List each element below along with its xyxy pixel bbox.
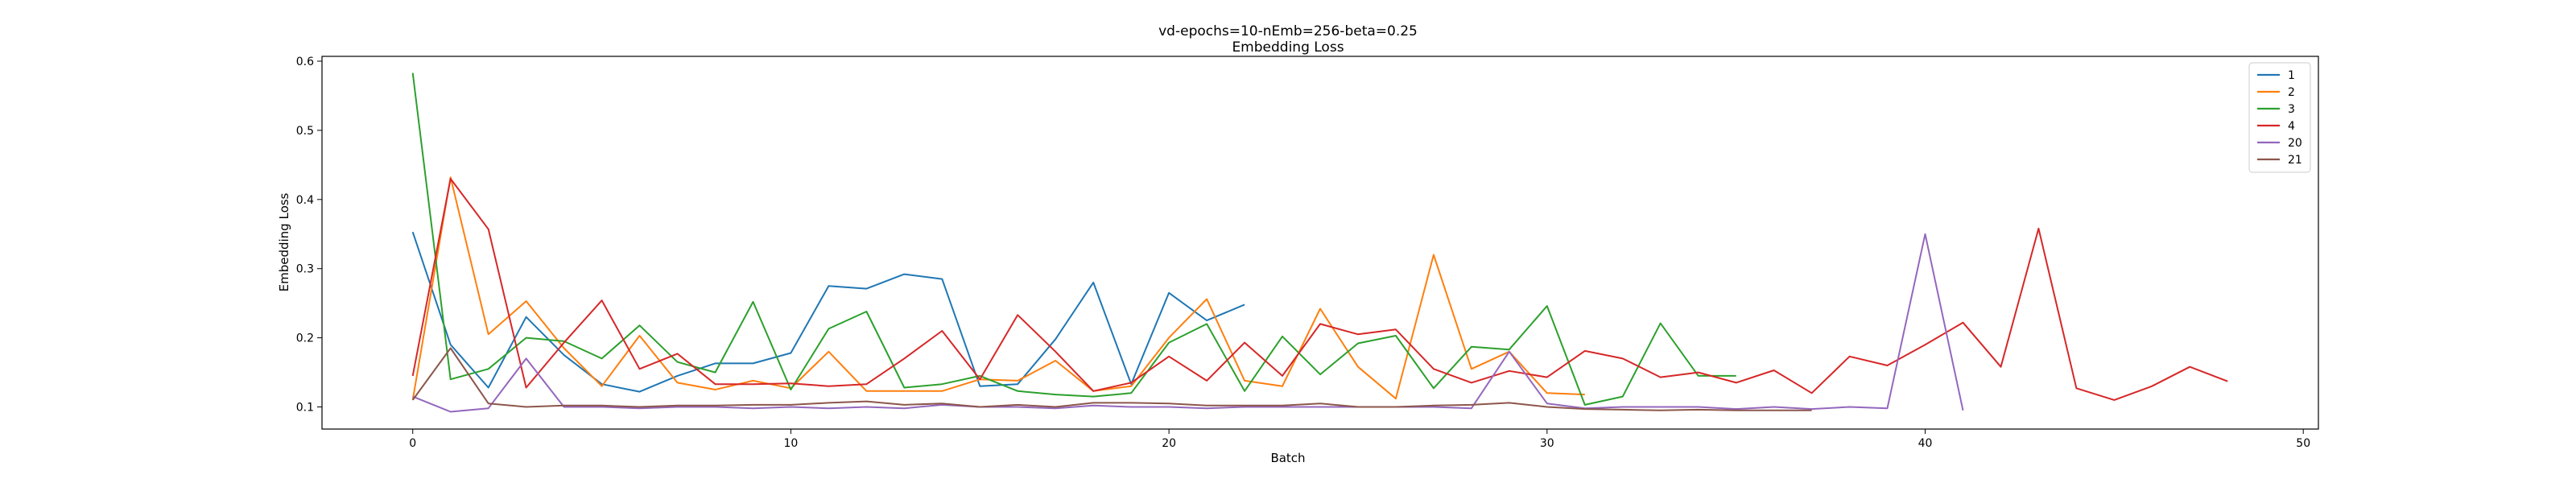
legend-label-2: 2 xyxy=(2288,86,2295,99)
legend-label-1: 1 xyxy=(2288,69,2295,82)
series-line-1 xyxy=(411,231,1245,393)
x-tick-label: 50 xyxy=(2296,437,2310,450)
plot-frame xyxy=(321,56,2319,430)
legend: 1 2 3 4 20 21 xyxy=(2248,62,2311,173)
legend-label-21: 21 xyxy=(2288,154,2302,167)
y-tick-label: 0.2 xyxy=(296,332,314,345)
chart-subtitle: Embedding Loss xyxy=(1232,39,1344,56)
series-line-21 xyxy=(411,347,1812,411)
x-axis-label: Batch xyxy=(1270,451,1305,465)
series-line-2 xyxy=(411,176,1585,401)
plot-area xyxy=(321,56,2319,430)
x-tick-label: 40 xyxy=(1918,437,1933,450)
x-tick-label: 0 xyxy=(409,437,416,450)
y-tick-label: 0.5 xyxy=(296,125,314,138)
y-axis-label: Embedding Loss xyxy=(277,192,291,291)
y-tick-label: 0.3 xyxy=(296,263,314,276)
chart-title: vd-epochs=10-nEmb=256-beta=0.25 xyxy=(1158,23,1418,39)
series-lines xyxy=(411,72,2228,413)
x-tick-label: 10 xyxy=(784,437,799,450)
legend-label-4: 4 xyxy=(2288,120,2295,133)
legend-frame xyxy=(2248,62,2311,173)
y-tick-label: 0.1 xyxy=(296,402,314,415)
y-tick-label: 0.4 xyxy=(296,194,314,207)
x-tick-label: 30 xyxy=(1540,437,1554,450)
x-axis-ticks: 0 10 20 30 40 50 xyxy=(409,429,2310,450)
series-line-4 xyxy=(411,178,2228,401)
legend-label-20: 20 xyxy=(2288,137,2302,150)
y-tick-label: 0.6 xyxy=(296,56,314,68)
legend-label-3: 3 xyxy=(2288,103,2295,116)
series-line-20 xyxy=(412,233,1964,413)
series-line-3 xyxy=(411,72,1736,406)
x-tick-label: 20 xyxy=(1162,437,1176,450)
y-axis-ticks: 0.1 0.2 0.3 0.4 0.5 0.6 xyxy=(296,56,322,415)
